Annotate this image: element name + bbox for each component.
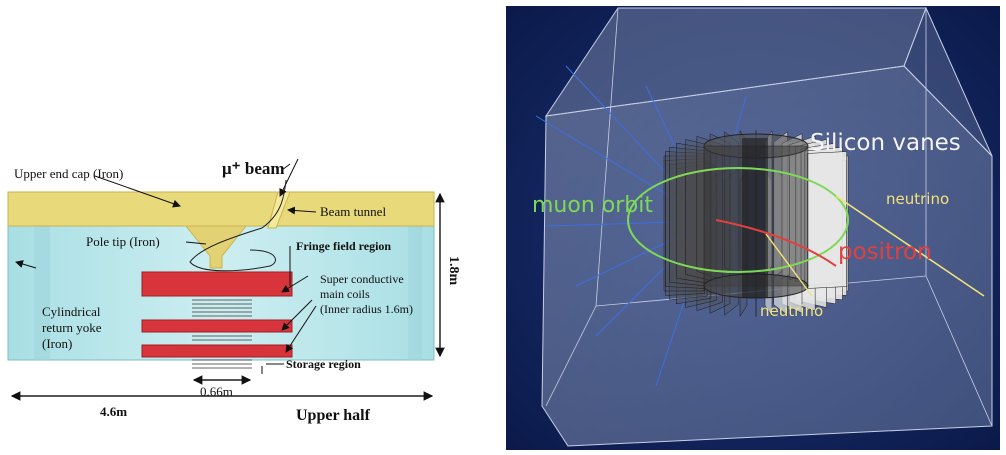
coil-leader-3: [285, 305, 317, 353]
fringe-field-label: Fringe field region: [296, 239, 391, 253]
main-coil-bottom: [141, 344, 293, 358]
neutrino-label-bottom: neutrino: [760, 302, 823, 320]
silicon-vanes-label: Silicon vanes: [810, 130, 961, 156]
positron-label: positron: [838, 239, 932, 265]
coil-leader-2: [281, 299, 313, 331]
beam-path: [189, 179, 287, 272]
coils-label-1: Super conductive: [320, 272, 404, 286]
storage-region-label: Storage region: [286, 357, 361, 371]
pole-tip-label: Pole tip (Iron): [86, 234, 160, 249]
pole-tip: [184, 225, 248, 269]
beam-pointer: [281, 163, 291, 171]
beam-tunnel-label: Beam tunnel: [320, 204, 386, 219]
dim-18-label: 1.8m: [446, 256, 461, 286]
positron-track: [715, 219, 837, 267]
yoke-label-2: return yoke: [42, 320, 102, 335]
coils-label-2: main coils: [320, 287, 370, 301]
magnet-cross-section-diagram: μ⁺ beam Upper end cap (Iron) Beam tunnel…: [0, 0, 500, 450]
dim-066-label: 0.66m: [200, 384, 233, 399]
central-cylinder: [703, 133, 809, 299]
muon-orbit-label: muon orbit: [532, 193, 653, 218]
yoke-left-band: [34, 226, 50, 360]
upper-half-label: Upper half: [296, 407, 371, 424]
main-coil-middle: [141, 319, 293, 333]
dim-46-label: 4.6m: [100, 404, 127, 419]
neutrino-track-top: [835, 195, 985, 297]
yoke-right-band: [408, 226, 422, 360]
yoke-label-3: (Iron): [42, 336, 72, 351]
detector-3d-render: Silicon vanes muon orbit positron neutri…: [506, 6, 1000, 450]
yoke-leader: [15, 260, 37, 269]
muon-orbit-path: [627, 167, 849, 273]
beam-arrow: [279, 158, 299, 197]
yoke-label-1: Cylindrical: [42, 304, 101, 319]
end-cap-leader: [94, 175, 181, 208]
coil-leader-1: [281, 275, 309, 293]
silicon-vane: [806, 151, 847, 289]
beam-label: μ⁺ beam: [222, 159, 285, 178]
tunnel-leader: [287, 206, 317, 215]
coils-label-3: (Inner radius 1.6m): [320, 302, 413, 316]
neutrino-track-bottom: [765, 233, 813, 297]
upper-end-cap-label: Upper end cap (Iron): [14, 166, 123, 181]
storage-spiral: [192, 299, 252, 369]
neutrino-label-top: neutrino: [886, 190, 949, 208]
pole-tip-leader: [185, 241, 207, 245]
main-coil-top: [141, 271, 293, 297]
